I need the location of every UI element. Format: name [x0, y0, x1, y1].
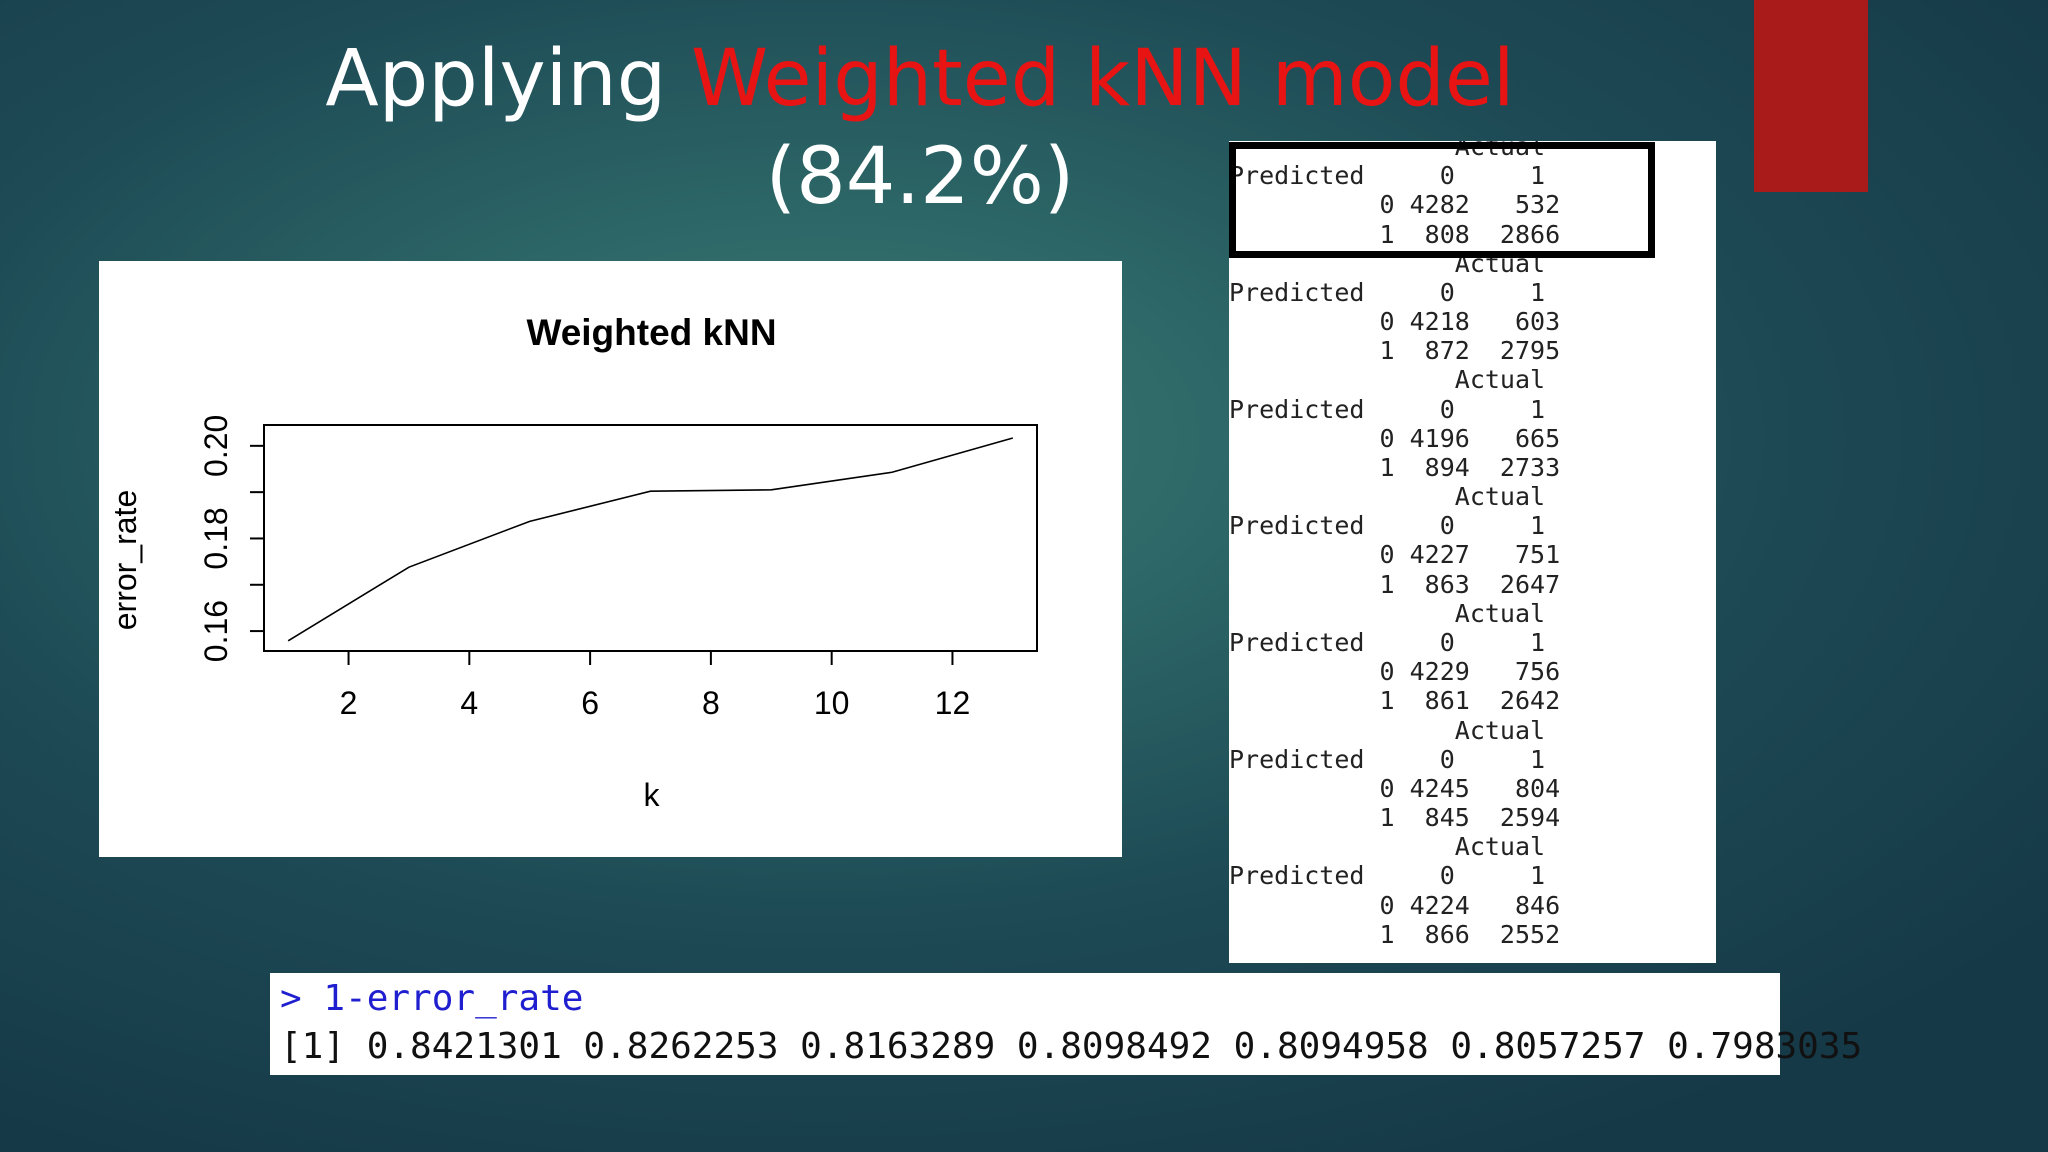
matrix-row-0: 0 4218 603 [1229, 307, 1561, 337]
matrix-row-0: 0 4196 665 [1229, 423, 1561, 453]
x-tick-label: 2 [340, 685, 358, 721]
r-console-panel: > 1-error_rate [1] 0.8421301 0.8262253 0… [270, 973, 1862, 1075]
confusion-matrix: Actual Predicted 0 1 0 4224 846 1 866 255… [1229, 832, 1560, 949]
y-tick-label: 0.16 [198, 600, 234, 662]
x-tick-label: 6 [581, 685, 599, 721]
matrix-column-labels: Predicted 0 1 [1229, 861, 1546, 891]
matrix-header: Actual [1229, 482, 1546, 512]
title-line-1: Applying Weighted kNN model [270, 30, 1570, 128]
x-tick-label: 12 [935, 685, 971, 721]
matrix-row-1: 1 863 2647 [1229, 569, 1561, 599]
matrix-header: Actual [1229, 598, 1546, 628]
decorative-red-bar [1754, 0, 1868, 192]
chart-title: Weighted kNN [526, 312, 776, 353]
matrix-row-0: 0 4229 756 [1229, 657, 1561, 687]
best-matrix-highlight [1229, 142, 1655, 258]
y-tick-label: 0.20 [198, 415, 234, 477]
x-tick-label: 10 [814, 685, 850, 721]
matrix-column-labels: Predicted 0 1 [1229, 161, 1546, 191]
matrix-row-0: 0 4282 532 [1229, 190, 1561, 220]
weighted-knn-chart: Weighted kNN 2 4 6 8 10 12 0.16 0.18 0.20 k error_r… [107, 312, 1038, 813]
matrix-column-labels: Predicted 0 1 [1229, 511, 1546, 541]
plot-panel: Weighted kNN 2 4 6 8 10 12 0.16 0.18 0.20 k error_r… [99, 261, 1122, 857]
matrix-row-1: 1 808 2866 [1229, 219, 1561, 249]
title-highlight: Weighted kNN model [691, 34, 1515, 124]
matrix-header: Actual [1229, 832, 1546, 862]
matrix-row-0: 0 4227 751 [1229, 540, 1561, 570]
x-tick-label: 8 [702, 685, 720, 721]
matrix-row-1: 1 845 2594 [1229, 803, 1561, 833]
confusion-matrix: Actual Predicted 0 1 0 4245 804 1 845 259… [1229, 716, 1560, 833]
matrix-header: Actual [1229, 365, 1546, 395]
matrix-row-1: 1 894 2733 [1229, 452, 1561, 482]
matrix-row-1: 1 861 2642 [1229, 686, 1561, 716]
title-prefix: Applying [325, 34, 692, 124]
matrix-column-labels: Predicted 0 1 [1229, 277, 1546, 307]
console-command: > 1-error_rate [280, 978, 584, 1019]
y-tick-label: 0.18 [198, 507, 234, 569]
confusion-matrix: Actual Predicted 0 1 0 4282 532 1 808 286… [1229, 141, 1560, 249]
matrix-row-0: 0 4245 804 [1229, 773, 1561, 803]
error-rate-line [287, 437, 1014, 642]
matrix-row-1: 1 866 2552 [1229, 919, 1561, 949]
console-output: [1] 0.8421301 0.8262253 0.8163289 0.8098… [280, 1026, 1863, 1067]
confusion-matrix: Actual Predicted 0 1 0 4227 751 1 863 264… [1229, 482, 1560, 599]
matrix-column-labels: Predicted 0 1 [1229, 627, 1546, 657]
matrix-column-labels: Predicted 0 1 [1229, 744, 1546, 774]
y-axis-label: error_rate [107, 490, 143, 631]
confusion-matrix-panel: Actual Predicted 0 1 0 4282 532 1 808 286… [1229, 141, 1716, 963]
confusion-matrix: Actual Predicted 0 1 0 4218 603 1 872 279… [1229, 249, 1560, 366]
x-tick-label: 4 [460, 685, 478, 721]
x-axis-label: k [644, 777, 661, 813]
plot-frame [263, 424, 1038, 652]
confusion-matrix: Actual Predicted 0 1 0 4196 665 1 894 273… [1229, 365, 1560, 482]
matrix-row-1: 1 872 2795 [1229, 336, 1561, 366]
matrix-row-0: 0 4224 846 [1229, 890, 1561, 920]
slide-title: Applying Weighted kNN model (84.2%) [270, 30, 1570, 226]
title-line-2: (84.2%) [765, 132, 1075, 222]
matrix-header: Actual [1229, 715, 1546, 745]
confusion-matrix: Actual Predicted 0 1 0 4229 756 1 861 264… [1229, 599, 1560, 716]
matrix-column-labels: Predicted 0 1 [1229, 394, 1546, 424]
